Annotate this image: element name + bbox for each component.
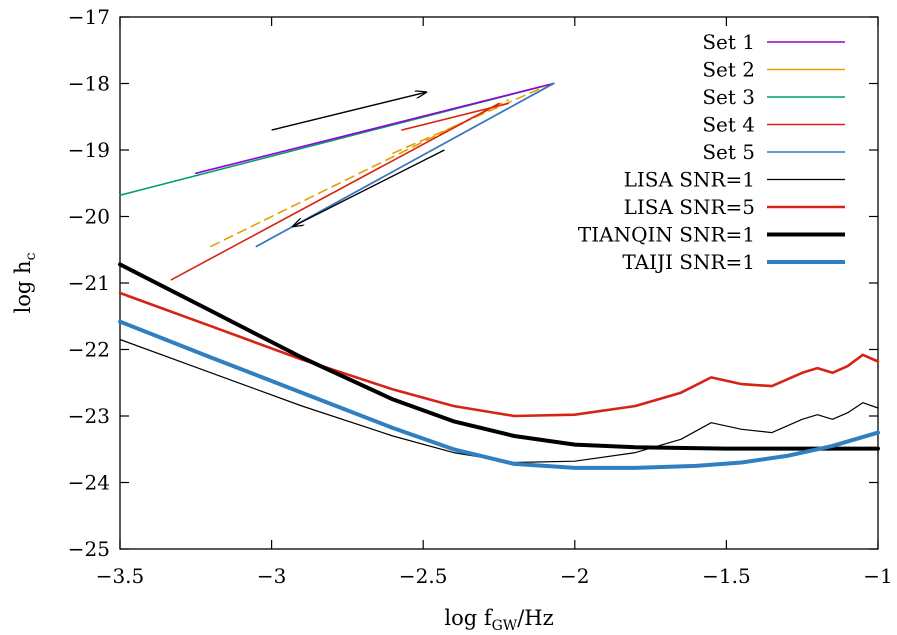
- legend-label-set-2: Set 2: [702, 58, 755, 82]
- legend-label-set-1: Set 1: [702, 30, 755, 54]
- legend-label-set-5: Set 5: [702, 140, 755, 164]
- x-tick-label: −3: [257, 564, 286, 588]
- x-axis-label: log fGW/Hz: [444, 606, 553, 634]
- legend-label-tianqin-snr-1: TIANQIN SNR=1: [578, 223, 755, 247]
- y-tick-label: −21: [68, 271, 110, 295]
- annotation-arrow: [271, 92, 427, 131]
- series-layer: [118, 82, 880, 470]
- series-line-lisa-snr-1: [119, 338, 879, 464]
- y-tick-label: −20: [68, 205, 110, 229]
- y-axis-label: log hc: [11, 252, 39, 313]
- legend-label-set-3: Set 3: [702, 85, 755, 109]
- y-axis-label-subscript: c: [23, 252, 39, 260]
- y-axis-label-main: log h: [11, 260, 35, 313]
- y-tick-label: −22: [68, 338, 110, 362]
- x-axis-label-main: log f: [444, 606, 493, 630]
- legend-label-set-4: Set 4: [702, 113, 755, 137]
- series-line-taiji-snr-1: [118, 319, 880, 470]
- y-tick-label: −25: [68, 537, 110, 561]
- y-tick-label: −18: [68, 72, 110, 96]
- y-tick-label: −24: [68, 471, 110, 495]
- annotation-arrow: [293, 149, 445, 226]
- y-tick-label: −19: [68, 138, 110, 162]
- x-tick-label: −2: [560, 564, 589, 588]
- y-tick-label: −17: [68, 5, 110, 29]
- y-tick-label: −23: [68, 404, 110, 428]
- series-line-set-4: [401, 102, 509, 131]
- series-line-tianqin-snr-1: [118, 262, 880, 451]
- x-tick-label: −2.5: [399, 564, 448, 588]
- legend: Set 1 Set 2 Set 3 Set 4 Set 5 LISA SNR=1 LISA …: [578, 30, 845, 274]
- series-line-set-1: [195, 82, 555, 175]
- axis-ticks: −3.5 −3 −2.5 −2 −1.5 −1 −25 −24 −23 −22 −21 −20 −19 −…: [68, 5, 893, 588]
- legend-label-lisa-snr-5: LISA SNR=5: [624, 195, 755, 219]
- series-line-lisa-snr-5: [118, 291, 880, 418]
- legend-label-taiji-snr-1: TAIJI SNR=1: [622, 250, 755, 274]
- x-tick-label: −1.5: [702, 564, 751, 588]
- legend-label-lisa-snr-1: LISA SNR=1: [624, 168, 755, 192]
- series-line-set-4: [170, 102, 500, 281]
- annotation-layer: [271, 92, 445, 226]
- x-tick-label: −3.5: [96, 564, 145, 588]
- x-axis-label-subscript: GW: [492, 618, 518, 634]
- x-axis-label-tail: /Hz: [517, 606, 553, 630]
- x-tick-label: −1: [863, 564, 892, 588]
